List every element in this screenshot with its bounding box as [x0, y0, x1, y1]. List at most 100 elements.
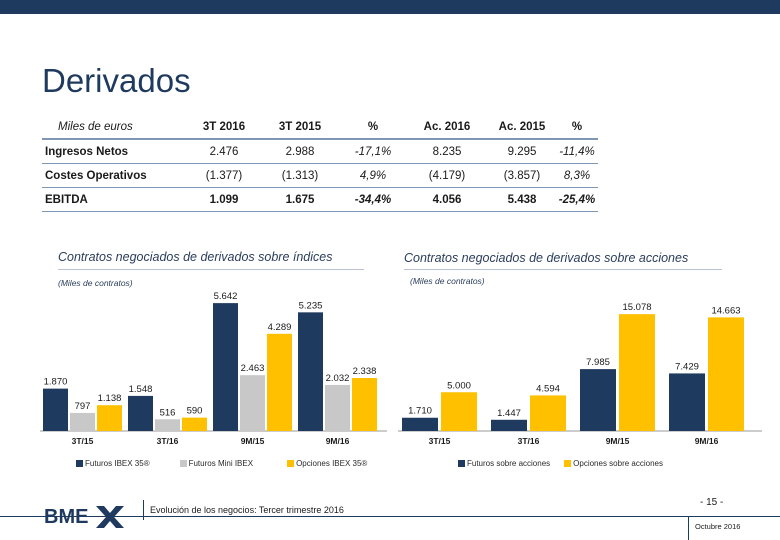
chart-title-acciones: Contratos negociados de derivados sobre …	[404, 251, 689, 265]
chart-title-rule	[404, 269, 722, 270]
table-cell: 8,3%	[556, 163, 598, 188]
legend-item: Opciones sobre acciones	[564, 459, 663, 468]
legend-swatch	[287, 460, 295, 467]
legend-label: Futuros IBEX 35®	[85, 459, 150, 468]
table-cell: 1.099	[188, 187, 260, 212]
data-label: 5.642	[214, 291, 238, 302]
category-label: 3T/16	[157, 436, 179, 446]
data-label: 15.078	[622, 302, 651, 313]
legend-item: Opciones IBEX 35®	[287, 459, 367, 468]
chart-unit-acciones: (Miles de contratos)	[410, 276, 485, 286]
data-label: 7.985	[586, 357, 610, 368]
chart-unit-indices: (Miles de contratos)	[58, 278, 133, 288]
category-label: 9M/15	[241, 436, 265, 446]
data-label: 7.429	[675, 361, 699, 372]
footer-divider	[143, 500, 144, 520]
table-cell: EBITDA	[42, 187, 188, 212]
bme-logo: BME	[44, 504, 126, 535]
chart-title-rule	[58, 269, 364, 270]
financial-table: Miles de euros 3T 2016 3T 2015 % Ac. 201…	[42, 116, 598, 212]
table-header: %	[556, 116, 598, 140]
category-label: 3T/16	[518, 436, 540, 446]
table-cell: -17,1%	[340, 139, 406, 164]
bar	[267, 333, 292, 431]
legend-item: Futuros Mini IBEX	[179, 459, 254, 468]
category-label: 9M/15	[606, 436, 630, 446]
data-label: 1.138	[98, 393, 122, 404]
table-header: Miles de euros	[42, 116, 188, 140]
legend-swatch	[76, 460, 83, 467]
table-header-row: Miles de euros 3T 2016 3T 2015 % Ac. 201…	[42, 116, 598, 140]
data-label: 1.447	[497, 408, 521, 419]
table-header: %	[340, 116, 406, 140]
table-cell: 4,9%	[340, 163, 406, 188]
table-cell: Costes Operativos	[42, 163, 188, 188]
table-cell: (4.179)	[406, 163, 488, 188]
bar	[70, 412, 95, 431]
bar	[155, 419, 180, 431]
legend-label: Futuros Mini IBEX	[188, 459, 254, 468]
data-label: 1.870	[44, 377, 68, 388]
bar	[43, 388, 68, 431]
data-label: 516	[160, 407, 176, 418]
table-header: 3T 2016	[188, 116, 260, 140]
table-cell: (3.857)	[488, 163, 556, 188]
table-cell: Ingresos Netos	[42, 139, 188, 164]
bar	[97, 405, 122, 431]
bar	[240, 375, 265, 431]
bar	[580, 369, 616, 431]
legend-indices: Futuros IBEX 35® Futuros Mini IBEX Opcio…	[76, 459, 397, 468]
bar	[619, 314, 655, 431]
legend-label: Futuros sobre acciones	[467, 459, 551, 468]
data-label: 5.000	[447, 380, 471, 391]
category-label: 9M/16	[695, 436, 719, 446]
bar	[352, 378, 377, 431]
bar	[182, 417, 207, 431]
logo-x-shape	[96, 506, 124, 528]
table-cell: (1.377)	[188, 163, 260, 188]
table-header: Ac. 2015	[488, 116, 556, 140]
data-label: 2.463	[241, 363, 265, 374]
table-row: Costes Operativos (1.377) (1.313) 4,9% (…	[42, 163, 598, 188]
bar	[213, 303, 238, 431]
data-label: 2.032	[326, 373, 350, 384]
data-label: 5.235	[299, 300, 323, 311]
bar	[491, 419, 527, 431]
data-label: 14.663	[711, 305, 740, 316]
legend-item: Futuros sobre acciones	[458, 459, 550, 468]
legend-swatch	[179, 460, 187, 467]
legend-item: Futuros IBEX 35®	[76, 459, 150, 468]
data-label: 2.338	[353, 366, 377, 377]
data-label: 797	[75, 401, 91, 412]
page-number: - 15 -	[700, 497, 724, 508]
bar	[708, 317, 744, 431]
slide-title: Derivados	[42, 62, 191, 99]
chart-acciones: 1.710 5.000 3T/15 1.447 4.594 3T/16 7.985 15.07…	[398, 302, 762, 446]
data-label: 1.710	[408, 406, 432, 417]
legend-label: Opciones sobre acciones	[573, 459, 663, 468]
table-cell: -34,4%	[340, 187, 406, 212]
category-label: 9M/16	[326, 436, 350, 446]
bar	[530, 395, 566, 431]
footer-text: Evolución de los negocios: Tercer trimes…	[150, 505, 344, 515]
bar	[402, 417, 438, 431]
bar	[669, 373, 705, 431]
table-header: Ac. 2016	[406, 116, 488, 140]
table-cell: 5.438	[488, 187, 556, 212]
table-cell: 8.235	[406, 139, 488, 164]
bar	[325, 384, 350, 431]
table-header: 3T 2015	[260, 116, 340, 140]
table-cell: (1.313)	[260, 163, 340, 188]
bar	[128, 395, 153, 431]
table-cell: 2.988	[260, 139, 340, 164]
logo-text: BME	[44, 506, 88, 528]
table-row: Ingresos Netos 2.476 2.988 -17,1% 8.235 …	[42, 139, 598, 164]
category-label: 3T/15	[72, 436, 94, 446]
data-label: 590	[187, 406, 203, 417]
table-cell: 4.056	[406, 187, 488, 212]
table-cell: -25,4%	[556, 187, 598, 212]
legend-label: Opciones IBEX 35®	[296, 459, 368, 468]
bar	[298, 312, 323, 431]
data-label: 1.548	[129, 384, 153, 395]
table-cell: 1.675	[260, 187, 340, 212]
